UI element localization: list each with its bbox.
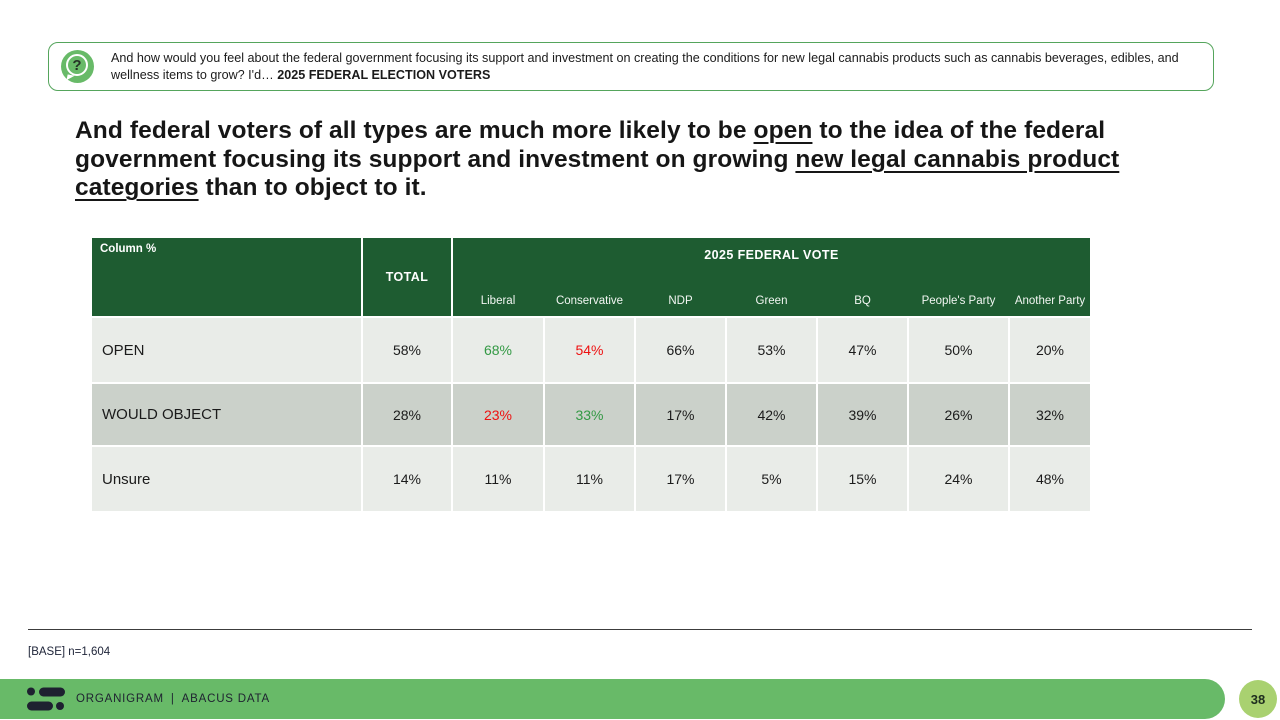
page-number-badge: 38 — [1239, 680, 1277, 718]
organigram-logo-icon — [27, 687, 65, 711]
party-header-row: Liberal Conservative NDP Green BQ People… — [453, 262, 1090, 316]
cell-open-conservative: 54% — [545, 318, 634, 382]
cell-object-liberal: 23% — [453, 384, 543, 445]
brand-name: ORGANIGRAM — [76, 693, 164, 705]
column-header-another-party: Another Party — [1014, 295, 1086, 307]
table-total-header: TOTAL — [363, 238, 451, 316]
table-header: Column % TOTAL 2025 FEDERAL VOTE Liberal… — [92, 238, 1090, 316]
group-header-title: 2025 FEDERAL VOTE — [704, 248, 839, 262]
cell-unsure-total: 14% — [363, 447, 451, 511]
headline-underline1: open — [753, 117, 813, 144]
table-row-would-object: WOULD OBJECT 28% 23% 33% 17% 42% 39% 26%… — [92, 384, 1090, 445]
column-header-liberal: Liberal — [480, 295, 516, 307]
question-text-bold: 2025 FEDERAL ELECTION VOTERS — [277, 67, 491, 82]
results-table: Column % TOTAL 2025 FEDERAL VOTE Liberal… — [92, 238, 1090, 511]
cell-object-peoples-party: 26% — [909, 384, 1008, 445]
cell-object-bq: 39% — [818, 384, 907, 445]
cell-object-total: 28% — [363, 384, 451, 445]
cell-unsure-another-party: 48% — [1010, 447, 1090, 511]
cell-object-ndp: 17% — [636, 384, 725, 445]
headline-part1: And federal voters of all types are much… — [75, 117, 754, 144]
column-header-ndp: NDP — [668, 295, 693, 307]
headline-underline2: new legal cannabis product categories — [75, 145, 1120, 202]
bottom-bar: ORGANIGRAM | ABACUS DATA — [0, 679, 1225, 719]
row-label: OPEN — [92, 318, 361, 382]
cell-open-liberal: 68% — [453, 318, 543, 382]
cell-unsure-peoples-party: 24% — [909, 447, 1008, 511]
footer-divider — [28, 629, 1252, 630]
table-body: OPEN 58% 68% 54% 66% 53% 47% 50% 20% WOU… — [92, 318, 1090, 511]
table-group-header: 2025 FEDERAL VOTE Liberal Conservative N… — [453, 238, 1090, 316]
cell-object-another-party: 32% — [1010, 384, 1090, 445]
table-corner-label: Column % — [92, 238, 361, 316]
question-mark-icon: ? — [61, 50, 94, 83]
question-text: And how would you feel about the federal… — [111, 50, 1201, 83]
cell-object-green: 42% — [727, 384, 816, 445]
cell-unsure-green: 5% — [727, 447, 816, 511]
cell-open-another-party: 20% — [1010, 318, 1090, 382]
table-row-open: OPEN 58% 68% 54% 66% 53% 47% 50% 20% — [92, 318, 1090, 382]
table-row-unsure: Unsure 14% 11% 11% 17% 5% 15% 24% 48% — [92, 447, 1090, 511]
brand-divider: | — [170, 693, 175, 705]
cell-open-total: 58% — [363, 318, 451, 382]
column-header-bq: BQ — [854, 295, 871, 307]
question-box: ? And how would you feel about the feder… — [48, 42, 1214, 91]
column-header-peoples-party: People's Party — [921, 295, 996, 307]
row-label: WOULD OBJECT — [92, 384, 361, 445]
partner-name: ABACUS DATA — [181, 693, 270, 705]
cell-object-conservative: 33% — [545, 384, 634, 445]
headline: And federal voters of all types are much… — [75, 117, 1140, 203]
column-header-conservative: Conservative — [555, 295, 624, 307]
brand-text: ORGANIGRAM | ABACUS DATA — [76, 693, 270, 705]
row-label: Unsure — [92, 447, 361, 511]
base-note: [BASE] n=1,604 — [28, 646, 111, 658]
speech-bubble: ? — [66, 54, 88, 76]
column-header-green: Green — [755, 295, 788, 307]
headline-part3: than to object to it. — [198, 174, 427, 202]
cell-unsure-liberal: 11% — [453, 447, 543, 511]
cell-open-peoples-party: 50% — [909, 318, 1008, 382]
cell-unsure-bq: 15% — [818, 447, 907, 511]
question-text-body: And how would you feel about the federal… — [111, 51, 1179, 82]
headline-part2: to the idea of the federal government fo… — [75, 117, 1106, 173]
cell-open-green: 53% — [727, 318, 816, 382]
cell-open-bq: 47% — [818, 318, 907, 382]
cell-open-ndp: 66% — [636, 318, 725, 382]
cell-unsure-conservative: 11% — [545, 447, 634, 511]
cell-unsure-ndp: 17% — [636, 447, 725, 511]
